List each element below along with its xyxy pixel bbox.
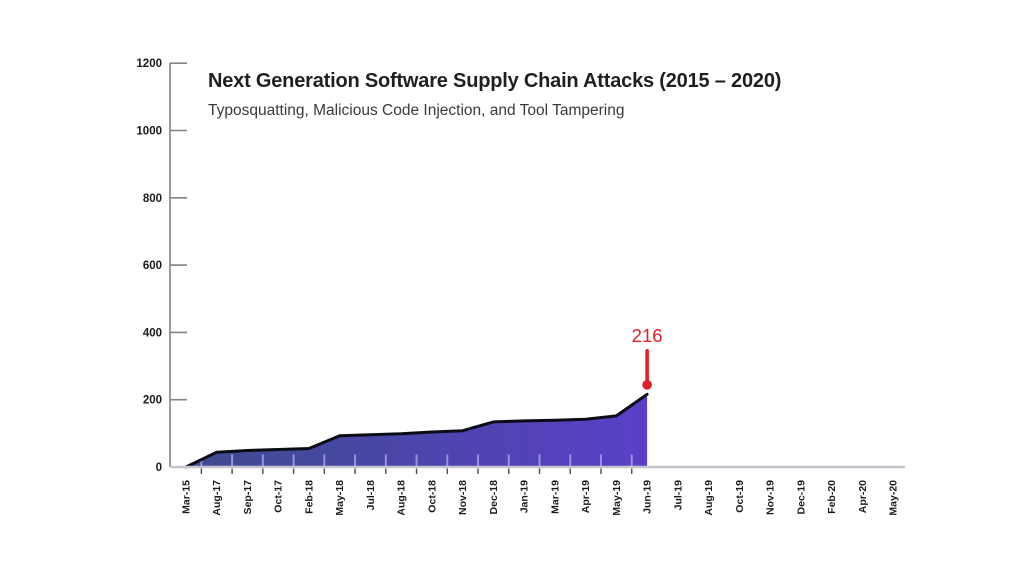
y-tick-label: 800: [143, 193, 162, 205]
x-tick-label: Jan-19: [519, 480, 531, 513]
x-tick-label: Aug-17: [211, 480, 223, 516]
chart-subtitle: Typosquatting, Malicious Code Injection,…: [208, 102, 625, 119]
inner-category-ticks: [200, 454, 633, 467]
y-tick-label: 600: [143, 260, 162, 272]
x-tick-label: Nov-19: [765, 480, 777, 515]
x-tick-label: Mar-15: [181, 480, 193, 514]
x-tick-label: Nov-18: [457, 480, 469, 515]
x-tick-label: Sep-17: [242, 480, 254, 515]
x-tick-label: Mar-19: [549, 480, 561, 514]
chart-title: Next Generation Software Supply Chain At…: [208, 70, 782, 92]
x-tick-label: Jul-19: [672, 480, 684, 511]
annotation-value-label: 216: [632, 325, 663, 346]
y-tick-label: 0: [156, 462, 162, 474]
y-tick-label: 400: [143, 327, 162, 339]
x-tick-label: Apr-19: [580, 480, 592, 513]
x-tick-label: Dec-18: [488, 480, 500, 515]
x-tick-label: Oct-17: [273, 480, 285, 513]
x-tick-label: Feb-18: [303, 480, 315, 514]
x-tick-label: May-20: [888, 480, 900, 516]
y-tick-label: 1000: [136, 126, 162, 138]
x-tick-label: Jun-19: [642, 480, 654, 514]
x-tick-label: Oct-19: [734, 480, 746, 513]
x-tick-label: Feb-20: [826, 480, 838, 514]
annotation-216: 216: [632, 325, 663, 390]
y-axis: 0 200 400 600 800 1000 1200: [136, 58, 187, 474]
x-tick-label: Aug-18: [396, 480, 408, 516]
y-tick-label: 200: [143, 395, 162, 407]
x-tick-label: May-19: [611, 480, 623, 516]
x-tick-label: Dec-19: [795, 480, 807, 515]
x-axis-ticks: [200, 468, 633, 474]
x-tick-label: Apr-20: [857, 480, 869, 513]
x-tick-label: Aug-19: [703, 480, 715, 516]
x-tick-label: May-18: [334, 480, 346, 516]
annotation-dot: [642, 380, 652, 390]
x-tick-label: Jul-18: [365, 480, 377, 511]
x-tick-label: Oct-18: [426, 480, 438, 513]
y-tick-label: 1200: [136, 58, 162, 70]
trend-line: [184, 392, 649, 469]
x-axis-labels: Mar-15 Aug-17 Sep-17 Oct-17 Feb-18 May-18 Jul-…: [181, 480, 900, 516]
